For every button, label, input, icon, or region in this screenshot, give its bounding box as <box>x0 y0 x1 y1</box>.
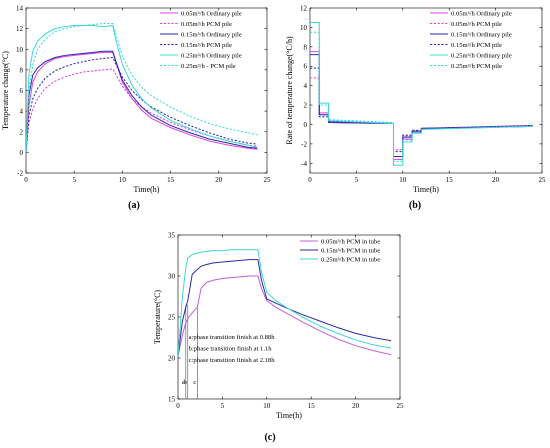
plot-frame <box>309 7 543 174</box>
y-tick-label: 2 <box>304 102 308 110</box>
x-tick-label: 0 <box>176 402 180 410</box>
y-tick-label: 30 <box>168 273 176 281</box>
legend-entry-label: 0.05m³/h Ordinary pile <box>181 10 242 17</box>
legend-entry-label: 0.25m³/h - PCM pile <box>181 63 236 70</box>
phase-marker-label: c <box>193 379 196 386</box>
x-tick-label: 10 <box>399 176 407 184</box>
x-tick-label: 5 <box>355 176 359 184</box>
x-tick-label: 10 <box>119 176 127 184</box>
series-line-6 <box>26 22 258 153</box>
series-line-4 <box>310 67 533 153</box>
series-line-3 <box>26 50 258 153</box>
y-tick-label: 0 <box>20 149 24 157</box>
legend-entry-label: 0.15m³/h Ordinary pile <box>181 31 242 38</box>
phase-annotation-text: b:phase transition finish at 1.1h <box>189 346 273 353</box>
y-tick-label: 14 <box>16 5 24 13</box>
y-tick-label: 15 <box>168 396 176 404</box>
x-tick-label: 25 <box>539 176 547 184</box>
x-axis-label: Time(h) <box>413 185 439 194</box>
legend-entry-label: 0.05m³/h PCM pile <box>181 21 232 28</box>
y-tick-label: -4 <box>301 160 307 168</box>
series-line-3 <box>310 54 533 157</box>
x-tick-label: 15 <box>446 176 454 184</box>
panel-label: (b) <box>409 200 421 211</box>
legend-entry-label: 0.15m³/h Ordinary pile <box>451 31 512 38</box>
y-axis-label: Temperature(°C) <box>153 290 162 345</box>
legend-entry-label: 0.25m³/h Ordinary pile <box>451 52 512 59</box>
x-axis-label: Time(h) <box>134 185 160 194</box>
legend-entry-label: 0.25m³/h Ordinary pile <box>181 52 242 59</box>
x-tick-label: 20 <box>215 176 223 184</box>
series-line-3 <box>178 249 392 357</box>
y-tick-label: 4 <box>304 82 308 90</box>
series-line-2 <box>310 77 533 151</box>
chart-panel-2: 0 5 10 15 20 25 -4 -2 0 2 4 6 8 10 12 Time(h) Rate of te… <box>285 5 546 212</box>
y-tick-label: 12 <box>300 5 308 13</box>
x-tick-label: 0 <box>24 176 28 184</box>
y-axis-label: Rate of temperature change(°C/h) <box>285 36 294 145</box>
series-line-5 <box>310 22 533 166</box>
legend: 0.05m³/h Ordinary pile 0.05m³/h PCM pile 0… <box>160 10 242 70</box>
chart-panel-3: 0 5 10 15 20 25 15 20 25 30 35 Time(h) Temperature(°… <box>153 232 404 444</box>
legend-entry-label: 0.25m³/h PCM in tube <box>321 256 380 263</box>
series-line-4 <box>26 56 258 153</box>
y-tick-label: 10 <box>16 46 24 54</box>
phase-annotation-text: a:phase transition finish at 0.88h <box>189 334 276 341</box>
x-tick-label: 25 <box>397 402 405 410</box>
panel-label: (a) <box>128 200 140 211</box>
y-tick-label: 35 <box>168 232 176 240</box>
phase-marker-label: a <box>182 379 185 386</box>
series-line-1 <box>178 275 392 357</box>
legend-entry-label: 0.25m³/h PCM pile <box>451 63 502 70</box>
y-tick-label: 8 <box>20 66 24 74</box>
y-tick-label: 0 <box>304 121 308 129</box>
x-tick-label: 15 <box>308 402 316 410</box>
x-axis-label: Time(h) <box>276 411 302 420</box>
phase-marker-label: b <box>184 379 188 386</box>
y-tick-label: 2 <box>20 128 24 136</box>
legend-entry-label: 0.15m³/h PCM in tube <box>321 247 380 254</box>
y-tick-label: 10 <box>300 24 308 32</box>
y-tick-label: 20 <box>168 355 176 363</box>
x-tick-label: 10 <box>263 402 271 410</box>
y-axis-label: Temperature change(°C) <box>1 51 10 130</box>
x-tick-label: 20 <box>492 176 500 184</box>
legend-entry-label: 0.15m³/h PCM pile <box>181 42 232 49</box>
legend-entry-label: 0.05m³/h Ordinary pile <box>451 10 512 17</box>
y-tick-label: 6 <box>20 87 24 95</box>
series-line-6 <box>310 31 533 162</box>
y-tick-label: -2 <box>301 140 307 148</box>
series-line-2 <box>178 259 392 357</box>
legend: 0.05m³/h PCM in tube 0.15m³/h PCM in tube… <box>300 238 380 263</box>
legend-entry-label: 0.05m³/h PCM pile <box>451 21 502 28</box>
y-tick-label: -2 <box>17 170 23 178</box>
legend-entry-label: 0.05m³/h PCM in tube <box>321 238 380 245</box>
x-tick-label: 5 <box>221 402 225 410</box>
panel-label: (c) <box>264 432 275 443</box>
x-tick-label: 25 <box>264 176 272 184</box>
y-tick-label: 12 <box>16 25 24 33</box>
legend: 0.05m³/h Ordinary pile 0.05m³/h PCM pile 0… <box>430 10 512 70</box>
x-tick-label: 20 <box>352 402 360 410</box>
chart-panel-1: 0 5 10 15 20 25-202468101214Time(h)Temperatur… <box>1 5 271 212</box>
series-line-1 <box>310 51 533 160</box>
series-line-5 <box>26 24 258 153</box>
x-tick-label: 0 <box>308 176 312 184</box>
y-tick-label: 8 <box>304 43 308 51</box>
x-tick-label: 15 <box>167 176 175 184</box>
legend-entry-label: 0.15m³/h PCM pile <box>451 42 502 49</box>
series-line-2 <box>26 68 258 153</box>
y-tick-label: 25 <box>168 314 176 322</box>
x-tick-label: 5 <box>72 176 76 184</box>
y-tick-label: 6 <box>304 63 308 71</box>
y-tick-label: 4 <box>20 108 24 116</box>
phase-annotation-text: c:phase transition finish at 2.18h <box>189 357 276 364</box>
